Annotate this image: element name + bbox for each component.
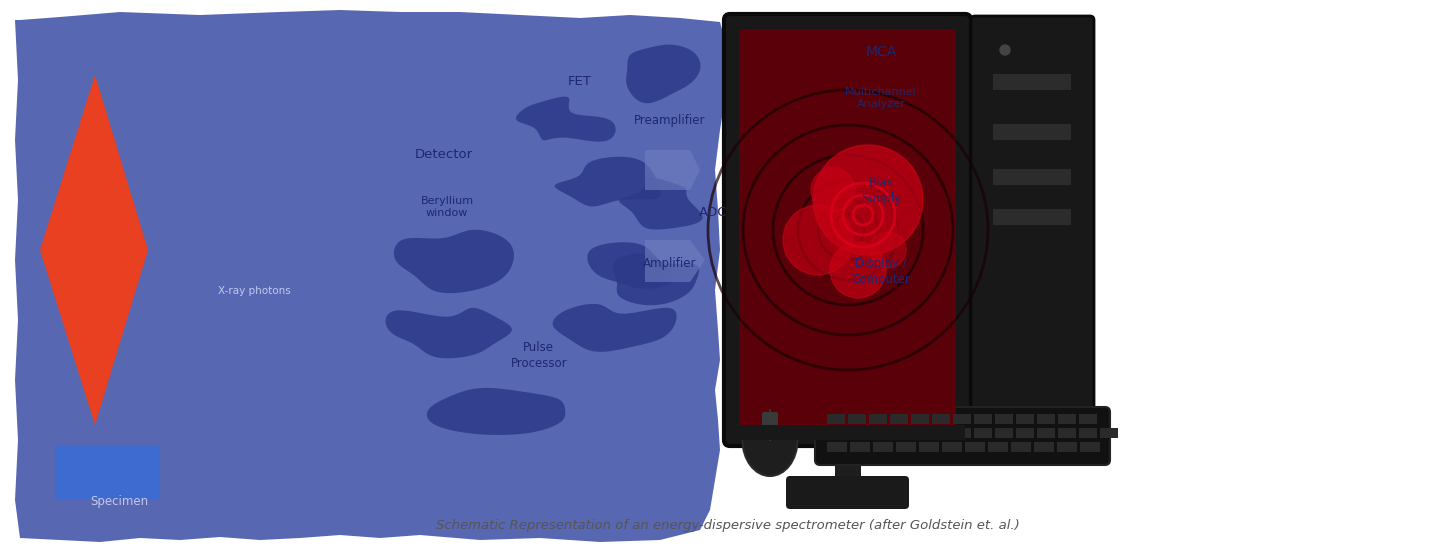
Text: Pulse
Processor: Pulse Processor: [511, 341, 566, 370]
Polygon shape: [515, 97, 616, 142]
Bar: [869, 428, 887, 438]
Bar: [1080, 442, 1099, 452]
Polygon shape: [427, 388, 565, 435]
Text: Schematic Representation of an energy-dispersive spectrometer (after Goldstein e: Schematic Representation of an energy-di…: [437, 519, 1019, 532]
FancyBboxPatch shape: [740, 29, 957, 431]
Polygon shape: [553, 304, 677, 352]
Bar: [1037, 414, 1056, 424]
Polygon shape: [395, 230, 514, 293]
Bar: [1059, 414, 1076, 424]
Bar: [847, 428, 866, 438]
Polygon shape: [555, 157, 661, 207]
Bar: [729, 425, 965, 440]
Bar: [827, 428, 844, 438]
Bar: [932, 414, 949, 424]
Polygon shape: [645, 150, 700, 190]
Bar: [834, 435, 860, 485]
Bar: [1016, 414, 1034, 424]
Text: Amplifier: Amplifier: [644, 256, 696, 270]
Bar: [993, 209, 1072, 225]
Bar: [993, 124, 1072, 140]
Text: Beryllium
window: Beryllium window: [421, 196, 473, 218]
Bar: [942, 442, 962, 452]
Text: FET: FET: [568, 74, 591, 88]
FancyBboxPatch shape: [786, 476, 909, 509]
FancyBboxPatch shape: [724, 14, 971, 446]
Bar: [890, 414, 909, 424]
Bar: [1016, 428, 1034, 438]
Text: Bias
Supply: Bias Supply: [860, 176, 901, 205]
Text: Multichannel
Analyzer: Multichannel Analyzer: [844, 87, 917, 109]
Bar: [993, 74, 1072, 90]
Bar: [895, 442, 916, 452]
Bar: [965, 442, 986, 452]
Circle shape: [811, 168, 855, 212]
Text: ADC: ADC: [699, 206, 728, 220]
Bar: [55, 445, 160, 500]
Text: Specimen: Specimen: [90, 494, 149, 508]
Bar: [932, 428, 949, 438]
Text: Display /
Computer: Display / Computer: [852, 257, 910, 286]
Text: Preamplifier: Preamplifier: [633, 114, 706, 127]
Polygon shape: [587, 242, 673, 289]
Bar: [954, 414, 971, 424]
Polygon shape: [15, 10, 728, 542]
Polygon shape: [613, 253, 699, 305]
Bar: [989, 442, 1008, 452]
Bar: [993, 169, 1072, 185]
Bar: [847, 414, 866, 424]
Bar: [827, 442, 847, 452]
Circle shape: [871, 232, 906, 268]
Polygon shape: [39, 75, 149, 425]
Bar: [1059, 428, 1076, 438]
Bar: [874, 442, 893, 452]
Bar: [1099, 428, 1118, 438]
FancyBboxPatch shape: [761, 412, 778, 434]
Text: Detector: Detector: [415, 147, 473, 161]
FancyBboxPatch shape: [971, 16, 1093, 409]
Bar: [911, 414, 929, 424]
Circle shape: [1000, 45, 1010, 55]
Polygon shape: [386, 308, 513, 358]
Polygon shape: [645, 240, 705, 282]
Bar: [890, 428, 909, 438]
Bar: [994, 428, 1013, 438]
Circle shape: [830, 242, 887, 298]
Polygon shape: [626, 45, 700, 103]
FancyBboxPatch shape: [815, 407, 1109, 465]
Bar: [1034, 442, 1054, 452]
Bar: [1037, 428, 1056, 438]
Bar: [1057, 442, 1077, 452]
Bar: [974, 428, 992, 438]
Bar: [827, 414, 844, 424]
Bar: [974, 414, 992, 424]
Circle shape: [783, 205, 853, 275]
Bar: [994, 414, 1013, 424]
Bar: [1079, 428, 1096, 438]
Text: X-ray photons: X-ray photons: [218, 286, 291, 296]
Bar: [850, 442, 871, 452]
Ellipse shape: [743, 404, 798, 476]
Bar: [1079, 414, 1096, 424]
Bar: [1010, 442, 1031, 452]
Polygon shape: [619, 177, 703, 230]
Bar: [919, 442, 939, 452]
Bar: [911, 428, 929, 438]
Bar: [869, 414, 887, 424]
Text: MCA: MCA: [865, 45, 897, 59]
Bar: [954, 428, 971, 438]
Circle shape: [812, 145, 923, 255]
